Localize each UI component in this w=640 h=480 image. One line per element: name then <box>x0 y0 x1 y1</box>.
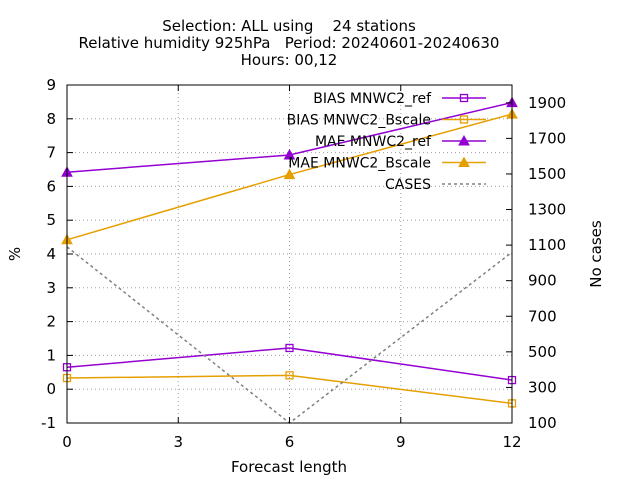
legend-label: MAE MNWC2_ref <box>315 134 432 150</box>
data-point <box>283 148 296 160</box>
y-tick-label: -1 <box>41 414 56 432</box>
y2-tick-label: 300 <box>528 378 557 396</box>
series-line <box>66 374 513 405</box>
grid <box>67 85 512 423</box>
y-tick-label: 7 <box>46 144 56 162</box>
data-point <box>283 168 296 180</box>
y-tick-label: 8 <box>46 110 56 128</box>
y-tick-label: 4 <box>46 245 56 263</box>
chart-title-line-1: Selection: ALL using 24 stations <box>162 17 416 35</box>
y2-tick-label: 1300 <box>528 201 566 219</box>
y2-tick-label: 1700 <box>528 129 566 147</box>
y2-tick-label: 1500 <box>528 165 566 183</box>
x-tick-label: 9 <box>396 433 406 451</box>
x-tick-label: 12 <box>502 433 521 451</box>
y2-tick-label: 1900 <box>528 94 566 112</box>
legend-label: BIAS MNWC2_ref <box>313 91 432 107</box>
y-tick-label: 3 <box>46 279 56 297</box>
y-tick-label: 2 <box>46 313 56 331</box>
legend-marker <box>459 93 469 103</box>
y2-axis-label: No cases <box>587 220 605 288</box>
plot-series <box>61 96 518 424</box>
axis-ticks: 0 3 6 9 12-101234567891003005007009001100130… <box>41 76 566 451</box>
legend-marker <box>458 134 470 146</box>
chart-title-line-3: Hours: 00,12 <box>241 51 338 69</box>
series-line <box>66 347 513 381</box>
y2-tick-label: 100 <box>528 414 557 432</box>
data-point <box>285 371 294 380</box>
y2-tick-label: 900 <box>528 272 557 290</box>
legend-marker <box>458 156 470 167</box>
legend-label: BIAS MNWC2_Bscale <box>287 113 431 129</box>
x-tick-label: 3 <box>173 433 183 451</box>
y-tick-label: 9 <box>46 76 56 94</box>
y-axis-label: % <box>6 247 24 261</box>
y-tick-label: 6 <box>46 177 56 195</box>
legend: BIAS MNWC2_ref BIAS MNWC2_Bscale MAE MNWC2… <box>287 91 486 193</box>
legend-label: MAE MNWC2_Bscale <box>288 156 431 172</box>
y2-tick-label: 500 <box>528 343 557 361</box>
data-point <box>285 343 294 353</box>
chart-title-line-2: Relative humidity 925hPa Period: 2024060… <box>79 34 500 52</box>
legend-entry: MAE MNWC2_ref <box>315 134 486 150</box>
y-tick-label: 1 <box>46 346 56 364</box>
legend-label: CASES <box>385 177 431 193</box>
x-tick-label: 0 <box>62 433 72 451</box>
y2-tick-label: 700 <box>528 307 557 325</box>
legend-marker <box>459 115 469 124</box>
legend-entry: MAE MNWC2_Bscale <box>288 156 486 172</box>
y-tick-label: 5 <box>46 211 56 229</box>
legend-entry: CASES <box>385 177 486 193</box>
y2-tick-label: 1100 <box>528 236 566 254</box>
legend-entry: BIAS MNWC2_Bscale <box>287 113 486 129</box>
legend-entry: BIAS MNWC2_ref <box>313 91 486 107</box>
x-axis-label: Forecast length <box>231 458 347 476</box>
x-tick-label: 6 <box>285 433 295 451</box>
y-tick-label: 0 <box>46 380 56 398</box>
